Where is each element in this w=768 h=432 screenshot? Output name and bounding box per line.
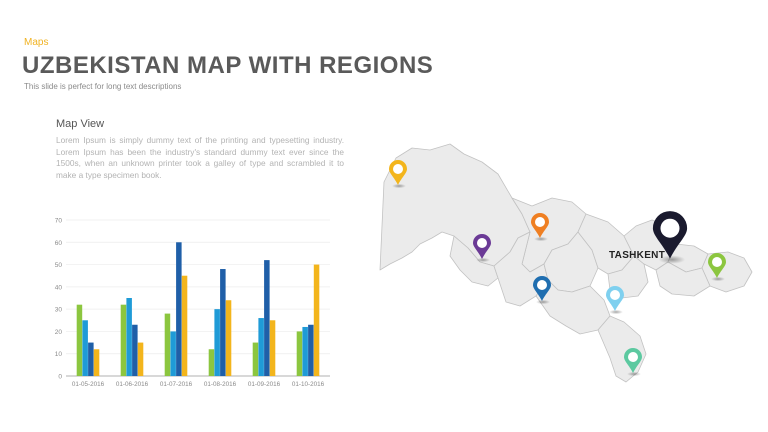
map-view-description: Lorem Ipsum is simply dummy text of the … [56,135,344,180]
pin-teal-south-icon [624,348,642,377]
bar [313,264,320,376]
bar [170,331,176,376]
x-tick-label: 01-06-2016 [116,381,149,388]
bar [258,318,264,376]
bar [120,304,127,376]
pin-lightblue-east-icon [606,286,624,315]
bar-chart: 0 10 20 30 40 50 60 70 01-05-2016 01-06-2016 01-07… [55,218,330,388]
y-tick-label: 30 [55,307,63,314]
bar [176,242,182,376]
bar [252,342,259,376]
pin-purple-west-icon [473,234,491,263]
bar [132,324,138,376]
bar [126,298,132,376]
bar [181,275,188,376]
y-tick-label: 50 [55,262,63,269]
y-tick-label: 0 [58,374,62,381]
y-tick-label: 10 [55,351,63,358]
map-view-heading: Map View [56,118,105,130]
y-tick-label: 70 [55,218,63,225]
uzbekistan-map [379,143,753,383]
pin-blue-center-icon [533,276,551,305]
bar [264,260,270,376]
x-tick-label: 01-08-2016 [204,381,237,388]
bar [308,324,314,376]
x-tick-label: 01-10-2016 [292,381,325,388]
region-khorezm [449,235,499,287]
bar [208,349,215,376]
y-tick-label: 60 [55,240,63,247]
page-subtitle: This slide is perfect for long text desc… [24,82,182,91]
bar [88,342,94,376]
y-tick-label: 20 [55,329,63,336]
bar [302,326,308,376]
y-tick-label: 40 [55,284,63,291]
x-tick-label: 01-09-2016 [248,381,281,388]
region-surkhandarya [597,315,647,383]
page-title: UZBEKISTAN MAP WITH REGIONS [22,52,434,79]
category-label: Maps [24,37,49,48]
pin-orange-north-icon [531,213,549,242]
bar [137,342,144,376]
map-regions [379,143,753,383]
bar [269,320,276,376]
bar [93,349,100,376]
bar [220,269,226,376]
bar [164,313,171,376]
pin-yellow-northwest-icon [389,159,407,189]
region-fergana [655,261,711,297]
bar [76,304,83,376]
bar [82,320,88,376]
bar [225,300,232,376]
region-kashkadarya [535,279,611,335]
x-tick-label: 01-05-2016 [72,381,105,388]
bar [214,309,220,376]
pin-black-tashkent-icon [652,211,688,264]
pin-green-far-east-icon [708,253,726,282]
capital-label-tashkent: TASHKENT [609,250,666,261]
bar [296,331,303,376]
x-tick-label: 01-07-2016 [160,381,193,388]
